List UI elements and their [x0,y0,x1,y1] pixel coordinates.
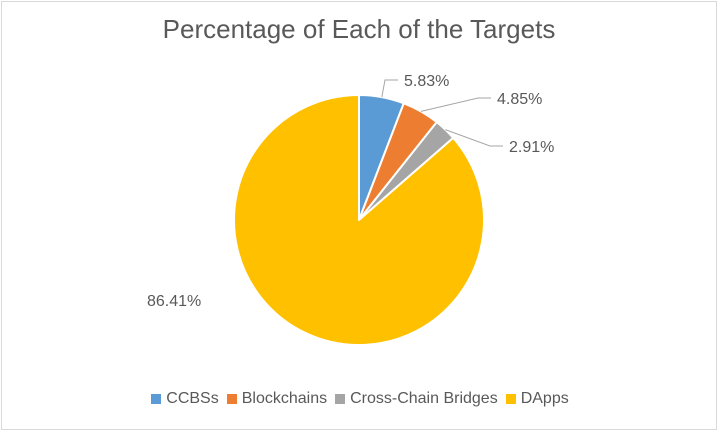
pie-slice-dapps [233,94,485,346]
legend-item-blockchains: Blockchains [226,390,328,408]
data-label-ccbss: 5.83% [404,73,449,90]
data-label-blockchains: 4.85% [497,91,542,108]
chart-title: Percentage of Each of the Targets [162,14,556,44]
legend-swatch-ccbss [151,394,162,404]
leader-line-cross-chain-bridges [445,129,503,147]
legend-item-cross-chain-bridges: Cross-Chain Bridges [335,390,498,408]
legend-item-dapps: DApps [505,390,569,408]
data-label-cross-chain-bridges: 2.91% [509,139,554,156]
legend-swatch-blockchains [226,394,237,404]
legend: CCBSs Blockchains Cross-Chain Bridges DA… [0,390,720,408]
legend-label-blockchains: Blockchains [241,390,328,407]
legend-label-cross-chain-bridges: Cross-Chain Bridges [350,390,498,407]
leader-line-blockchains [420,97,491,112]
legend-item-ccbss: CCBSs [151,390,219,408]
leader-line-ccbss [381,79,398,98]
legend-label-dapps: DApps [520,390,569,407]
data-label-dapps: 86.41% [147,293,201,310]
legend-label-ccbss: CCBSs [166,390,219,407]
legend-swatch-dapps [505,394,516,404]
legend-swatch-cross-chain-bridges [335,394,346,404]
